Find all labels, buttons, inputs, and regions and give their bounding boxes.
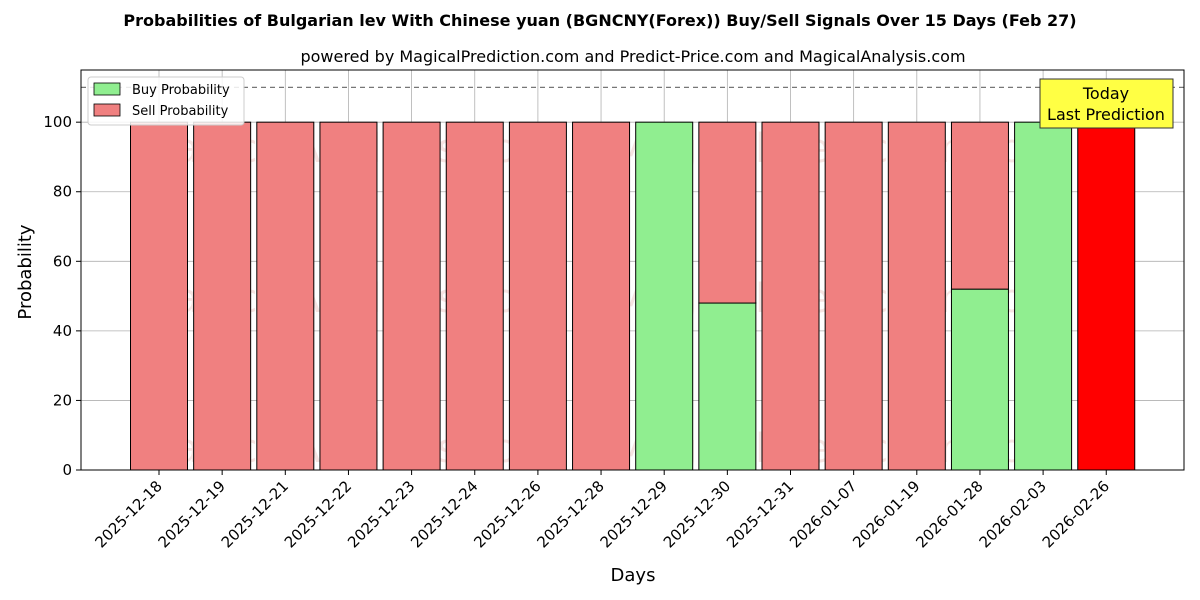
bar-sell-2025-12-26 — [508, 121, 567, 471]
plot-frame — [80, 69, 1185, 471]
y-tick-label: 80 — [53, 183, 72, 201]
x-tick-label: 2025-12-29 — [597, 477, 671, 551]
bar-sell-2025-12-18 — [130, 121, 188, 471]
bar-sell-2025-12-23 — [382, 121, 441, 471]
x-tick-label: 2026-02-26 — [1039, 477, 1113, 551]
x-tick-label: 2025-12-23 — [344, 477, 418, 551]
y-axis: 0 20 40 60 80 100 — [43, 113, 81, 479]
x-tick-label: 2025-12-18 — [91, 477, 165, 551]
x-tick-label: 2026-01-28 — [912, 477, 986, 551]
legend-swatch-buy — [93, 82, 121, 96]
bar-sell-2025-12-19 — [193, 121, 252, 471]
chart-subtitle: powered by MagicalPrediction.com and Pre… — [300, 47, 965, 66]
x-tick-label: 2025-12-22 — [281, 477, 355, 551]
bar-buy-2025-12-30 — [698, 302, 757, 471]
bar-layer — [130, 121, 1136, 471]
y-tick-label: 60 — [53, 252, 72, 270]
y-tick-label: 0 — [62, 461, 72, 479]
bar-sell-2025-12-24 — [445, 121, 504, 471]
x-tick-label: 2025-12-19 — [155, 477, 229, 551]
x-axis-label: Days — [611, 565, 656, 586]
bar-sell-2025-12-28 — [572, 121, 631, 471]
bar-sell-2026-01-07 — [824, 121, 883, 471]
y-tick-label: 20 — [53, 391, 72, 409]
x-tick-label: 2025-12-21 — [218, 477, 292, 551]
legend: Buy Probability Sell Probability — [87, 76, 245, 126]
x-tick-label: 2025-12-30 — [660, 477, 734, 551]
bar-sell-2025-12-31 — [761, 121, 820, 471]
bar-sell-2025-12-22 — [319, 121, 378, 471]
x-axis: 2025-12-182025-12-192025-12-212025-12-22… — [91, 470, 1113, 551]
x-tick-label: 2025-12-28 — [533, 477, 607, 551]
bar-sell-2026-01-28 — [950, 121, 1009, 290]
annotation-line-today: Today — [1082, 84, 1129, 103]
bar-sell-2025-12-21 — [256, 121, 315, 471]
bar-sell-2026-02-26 — [1077, 121, 1136, 471]
x-tick-label: 2025-12-31 — [723, 477, 797, 551]
legend-label-sell: Sell Probability — [132, 104, 229, 119]
x-tick-label: 2025-12-24 — [407, 477, 481, 551]
legend-box — [87, 76, 245, 126]
bar-buy-2025-12-29 — [635, 121, 694, 471]
x-tick-label: 2026-02-03 — [976, 477, 1050, 551]
bar-buy-2026-01-28 — [950, 288, 1009, 471]
x-tick-label: 2026-01-07 — [786, 477, 860, 551]
bar-sell-2025-12-30 — [698, 121, 757, 304]
legend-label-buy: Buy Probability — [132, 83, 230, 98]
bar-sell-2026-01-19 — [887, 121, 946, 471]
y-tick-label: 100 — [43, 113, 72, 131]
x-tick-label: 2026-01-19 — [849, 477, 923, 551]
x-tick-label: 2025-12-26 — [470, 477, 544, 551]
annotation-box — [1039, 78, 1174, 129]
chart-title: Probabilities of Bulgarian lev With Chin… — [123, 11, 1076, 30]
today-annotation: Today Last Prediction — [1039, 78, 1174, 129]
legend-swatch-sell — [93, 103, 121, 117]
y-tick-label: 40 — [53, 322, 72, 340]
annotation-line-last-prediction: Last Prediction — [1047, 105, 1165, 124]
bar-buy-2026-02-03 — [1014, 121, 1073, 471]
y-axis-label: Probability — [15, 224, 36, 319]
